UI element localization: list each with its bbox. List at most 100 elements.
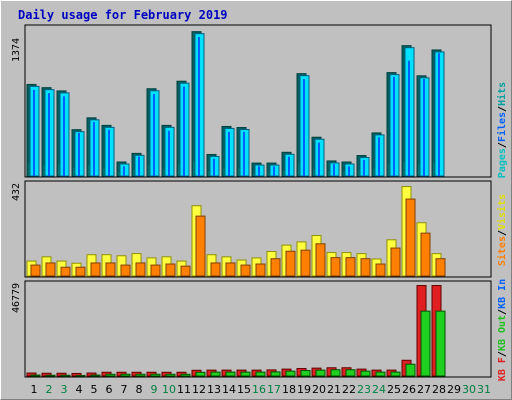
sites-bar <box>135 262 146 277</box>
pages-bar <box>403 161 405 176</box>
kbin-bar <box>360 370 371 377</box>
pages-bar <box>388 164 390 176</box>
x-tick-label: 5 <box>91 383 98 396</box>
x-tick-label: 7 <box>121 383 128 396</box>
kbin-bar <box>240 371 251 377</box>
pages-bar <box>283 170 285 176</box>
kbin-bar <box>75 374 86 377</box>
x-tick-label: 4 <box>76 383 83 396</box>
pages-bar <box>268 172 270 176</box>
chart-title: Daily usage for February 2019 <box>18 8 228 22</box>
files-bar <box>258 166 260 176</box>
sites-bar <box>45 262 56 277</box>
kbin-bar <box>315 369 326 377</box>
pages-bar <box>433 163 435 176</box>
kbin-bar <box>45 374 56 377</box>
files-bar <box>153 94 155 176</box>
files-bar <box>378 137 380 176</box>
files-bar <box>318 142 320 176</box>
pages-bar <box>163 168 165 176</box>
legend-visits: Visits <box>496 194 508 230</box>
files-bar <box>228 131 230 176</box>
sites-bar <box>390 247 401 277</box>
pages-bar <box>253 172 255 176</box>
sites-bar <box>345 257 356 277</box>
legend-kbout: KB Out <box>497 315 508 351</box>
kbin-bar <box>225 371 236 377</box>
files-bar <box>183 86 185 176</box>
sites-bar <box>150 264 161 277</box>
pages-bar <box>358 170 360 176</box>
x-tick-label: 26 <box>402 383 416 396</box>
kbin-bar <box>405 363 416 377</box>
kbin-bar <box>120 373 131 377</box>
kbin-bar <box>210 371 221 377</box>
x-tick-label: 11 <box>177 383 191 396</box>
files-bar <box>138 156 140 176</box>
kbin-bar <box>390 371 401 377</box>
pages-bar <box>148 165 150 176</box>
files-bar <box>168 130 170 176</box>
chart-bars <box>26 31 446 377</box>
pages-bar <box>178 164 180 176</box>
legend-pages: Pages <box>497 148 508 178</box>
kbin-bar <box>90 374 101 377</box>
kbin-bar <box>285 370 296 377</box>
kbin-bar <box>270 371 281 377</box>
legend-visits-panel: Sites/Visits <box>496 194 508 266</box>
files-bar <box>333 164 335 176</box>
kbin-bar <box>180 373 191 377</box>
pages-bar <box>343 171 345 176</box>
y-max-label-kbytes: 46779 <box>11 283 22 313</box>
sites-bar <box>180 265 191 277</box>
files-bar <box>393 76 395 176</box>
x-tick-label: 15 <box>237 383 251 396</box>
kbin-bar <box>420 310 431 377</box>
x-axis-labels: 1 2 3 4 5 6 7 8 9 10 11 12 13 14 15 16 17 18 19 20 21 22 23 24 2… <box>31 383 492 396</box>
x-tick-label: 1 <box>31 383 38 396</box>
files-bar <box>438 53 440 176</box>
sites-bar <box>360 258 371 277</box>
kbin-bar <box>135 373 146 377</box>
legend-sites: Sites <box>496 236 508 266</box>
pages-bar <box>238 168 240 176</box>
x-tick-label: 31 <box>477 383 491 396</box>
files-bar <box>363 159 365 176</box>
legend-sep: / <box>497 142 508 148</box>
files-bar <box>108 129 110 176</box>
sites-bar <box>30 264 41 277</box>
legend-hits-panel: Pages/Files/Hits <box>496 82 508 178</box>
sites-bar <box>330 257 341 277</box>
x-tick-label: 30 <box>462 383 476 396</box>
legend-sep: / <box>497 106 508 112</box>
files-bar <box>423 79 425 176</box>
pages-bar <box>133 169 135 176</box>
files-bar <box>78 132 80 176</box>
sites-bar <box>315 243 326 277</box>
files-bar <box>33 89 35 176</box>
files-bar <box>348 166 350 176</box>
x-tick-label: 17 <box>267 383 281 396</box>
sites-bar <box>285 250 296 277</box>
x-tick-label: 22 <box>342 383 356 396</box>
legend-hits: Hits <box>496 82 508 106</box>
files-bar <box>63 96 65 176</box>
x-tick-label: 14 <box>222 383 236 396</box>
sites-bar <box>210 262 221 277</box>
kbin-bar <box>375 371 386 377</box>
sites-bar <box>75 266 86 277</box>
kbin-bar <box>105 373 116 377</box>
x-tick-label: 24 <box>372 383 386 396</box>
pages-bar <box>208 171 210 176</box>
sites-bar <box>270 258 281 277</box>
x-tick-label: 28 <box>432 383 446 396</box>
files-bar <box>273 166 275 176</box>
x-tick-label: 10 <box>162 383 176 396</box>
x-tick-label: 3 <box>61 383 68 396</box>
kbin-bar <box>165 373 176 377</box>
kbin-bar <box>60 374 71 377</box>
kbin-bar <box>255 371 266 377</box>
sites-bar <box>405 198 416 277</box>
pages-bar <box>88 165 90 176</box>
files-bar <box>303 79 305 176</box>
